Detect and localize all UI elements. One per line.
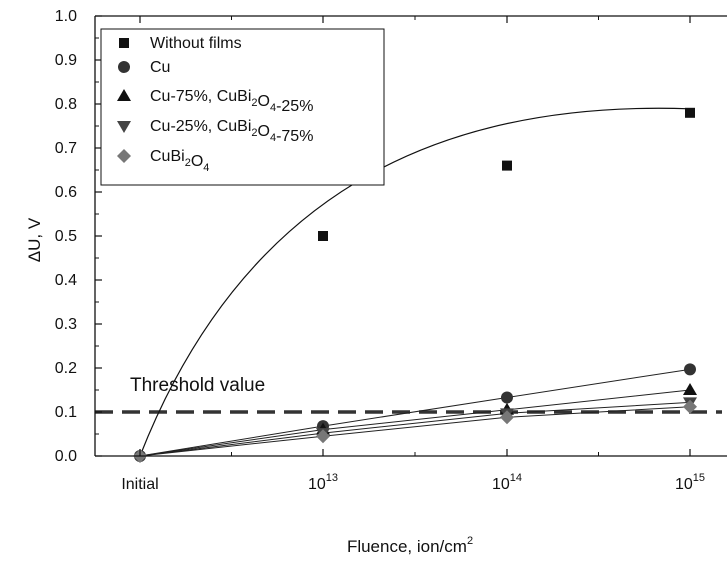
data-point xyxy=(684,363,696,376)
legend-marker xyxy=(118,61,130,73)
legend-label: Cu-75%, CuBi2O4-25% xyxy=(150,88,313,115)
threshold-label: Threshold value xyxy=(130,375,265,396)
y-tick-label: 0.1 xyxy=(55,404,77,421)
legend-label: CuBi2O4 xyxy=(150,148,209,174)
axes: 0.0 0.1 0.2 0.3 0.4 0.5 0.6 0.7 0.8 0.9 1.0 Initial… xyxy=(25,8,727,556)
y-tick-label: 0.6 xyxy=(55,184,77,201)
y-tick-label: 0.2 xyxy=(55,360,77,377)
y-tick-label: 0.7 xyxy=(55,140,77,157)
legend-marker xyxy=(117,89,131,101)
fit-line xyxy=(139,406,691,457)
x-tick-label: 1013 xyxy=(308,472,338,493)
y-tick-label: 0.9 xyxy=(55,52,77,69)
fit-line xyxy=(139,368,691,457)
data-point xyxy=(316,429,330,444)
y-tick-label: 1.0 xyxy=(55,8,77,25)
legend-label: Without films xyxy=(150,35,242,52)
legend-marker xyxy=(117,121,131,133)
y-tick-label: 0.3 xyxy=(55,316,77,333)
x-tick-label: 1015 xyxy=(675,472,705,493)
legend-marker xyxy=(119,38,129,48)
data-point xyxy=(502,160,512,171)
y-axis-title: ΔU, V xyxy=(25,217,44,262)
data-point xyxy=(500,410,514,425)
x-tick-label: 1014 xyxy=(492,472,522,493)
legend: Without films Cu Cu-75%, CuBi2O4-25% Cu-25%… xyxy=(100,28,385,186)
fit-lines xyxy=(139,107,691,457)
data-point xyxy=(683,383,697,395)
data-point xyxy=(683,399,697,414)
y-tick-label: 0.0 xyxy=(55,448,77,465)
fit-line xyxy=(139,389,691,457)
data-point xyxy=(318,231,328,241)
data-point xyxy=(685,107,695,118)
x-axis-title: Fluence, ion/cm2 xyxy=(347,535,473,556)
legend-label: Cu xyxy=(150,59,170,76)
legend-box xyxy=(100,28,385,186)
y-tick-label: 0.4 xyxy=(55,272,77,289)
y-tick-label: 0.5 xyxy=(55,228,77,245)
legend-marker xyxy=(117,149,131,163)
y-tick-label: 0.8 xyxy=(55,96,77,113)
legend-label: Cu-25%, CuBi2O4-75% xyxy=(150,118,313,145)
x-tick-label: Initial xyxy=(121,476,158,493)
threshold-layer: Threshold value xyxy=(95,375,722,414)
data-point xyxy=(501,391,513,404)
data-markers xyxy=(133,107,697,463)
fit-line xyxy=(139,401,691,457)
